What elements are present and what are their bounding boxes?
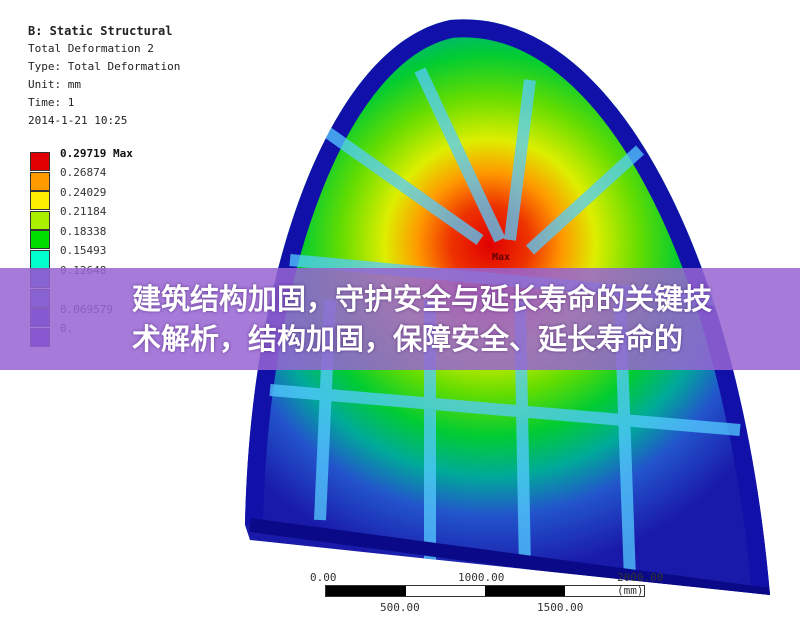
scale-label: 1500.00 (537, 601, 584, 614)
result-name: Total Deformation 2 (28, 42, 154, 55)
result-time: Time: 1 (28, 96, 75, 109)
legend-max-label: 0.29719 Max (60, 147, 133, 160)
result-unit: Unit: mm (28, 78, 81, 91)
legend-value: 0.15493 (60, 244, 107, 257)
legend-swatch (30, 191, 50, 210)
scale-label: 0.00 (310, 571, 337, 584)
result-info: B: Static Structural Total Deformation 2… (28, 22, 180, 130)
legend-value: 0.18338 (60, 224, 107, 238)
legend-value: 0.24029 (60, 185, 107, 199)
max-marker: Max (492, 252, 511, 263)
legend-swatch (30, 210, 50, 230)
result-date: 2014-1-21 10:25 (28, 114, 128, 127)
legend-value: 0.26874 (60, 166, 107, 179)
legend-swatch (30, 171, 50, 191)
analysis-title: B: Static Structural (28, 24, 173, 38)
title-banner: 建筑结构加固，守护安全与延长寿命的关键技 术解析，结构加固，保障安全、延长寿命的 (0, 268, 800, 370)
scale-label: 2000.00 (mm) (617, 571, 664, 597)
legend-swatch (30, 249, 50, 269)
scale-label: 1000.00 (458, 571, 505, 584)
legend-value: 0.21184 (60, 205, 107, 218)
legend-swatch (30, 152, 50, 171)
legend-swatch (30, 230, 50, 249)
scale-label: 500.00 (380, 601, 420, 614)
result-type: Type: Total Deformation (28, 60, 181, 73)
banner-line-2: 术解析，结构加固，保障安全、延长寿命的 (132, 322, 684, 356)
banner-line-1: 建筑结构加固，守护安全与延长寿命的关键技 (132, 282, 713, 316)
